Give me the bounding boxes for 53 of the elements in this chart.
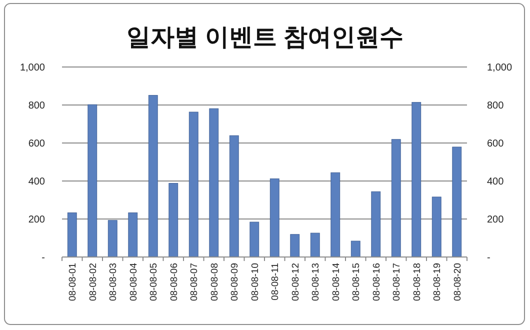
x-tick-label: 08-08-02 xyxy=(88,263,99,302)
x-tick-label: 08-08-06 xyxy=(168,263,180,302)
x-tick-label: 08-08-14 xyxy=(330,263,342,302)
bar xyxy=(310,232,320,258)
bar xyxy=(229,135,239,258)
x-tick-label: 08-08-17 xyxy=(392,263,403,302)
bar xyxy=(290,234,300,258)
y2-tick-label: 800 xyxy=(487,100,504,112)
x-tick-label: 08-08-15 xyxy=(351,263,362,302)
bar xyxy=(148,95,158,258)
x-tick-label: 08-08-08 xyxy=(209,263,220,302)
bar xyxy=(209,108,219,258)
x-tick-label: 08-08-09 xyxy=(230,263,241,302)
x-tick-label: 08-08-12 xyxy=(290,263,302,302)
bar xyxy=(108,220,118,258)
x-tick-label: 08-08-13 xyxy=(310,263,322,302)
bar xyxy=(128,212,138,258)
x-tick-label: 08-08-18 xyxy=(412,263,423,302)
x-tick-label: 08-08-03 xyxy=(108,263,120,302)
bar xyxy=(412,102,422,258)
bar xyxy=(391,139,401,258)
y2-tick-label: - xyxy=(487,252,490,264)
x-tick-label: 08-08-10 xyxy=(250,263,261,302)
y-tick-label: 800 xyxy=(28,100,46,112)
x-tick-label: 08-08-19 xyxy=(432,263,444,302)
bar xyxy=(168,183,178,258)
bar xyxy=(432,196,442,258)
bar xyxy=(270,178,280,258)
y2-tick-label: 400 xyxy=(487,176,504,188)
y-tick-label: 1,000 xyxy=(20,62,46,74)
y-tick-label: 400 xyxy=(28,176,46,188)
bar xyxy=(188,112,198,258)
x-tick-label: 08-08-01 xyxy=(68,263,79,302)
y2-tick-label: 200 xyxy=(487,214,504,226)
y-tick-label: - xyxy=(42,252,45,264)
x-tick-label: 08-08-11 xyxy=(270,263,282,300)
x-tick-label: 08-08-16 xyxy=(371,263,382,302)
bar xyxy=(350,240,360,258)
bar xyxy=(371,191,381,258)
chart-title: 일자별 이벤트 참여인원수 xyxy=(126,24,404,51)
bar xyxy=(452,146,462,258)
bar xyxy=(330,172,340,258)
y-tick-label: 600 xyxy=(28,138,46,150)
bar xyxy=(67,212,77,258)
bar xyxy=(88,104,98,258)
y-tick-label: 200 xyxy=(28,214,46,226)
y2-tick-label: 600 xyxy=(487,138,504,150)
x-tick-label: 08-08-05 xyxy=(148,263,160,302)
x-tick-label: 08-08-04 xyxy=(128,263,140,302)
y2-tick-label: 1,000 xyxy=(487,62,512,74)
x-tick-label: 08-08-20 xyxy=(452,263,464,302)
bar xyxy=(250,222,260,258)
x-tick-label: 08-08-07 xyxy=(189,263,200,302)
